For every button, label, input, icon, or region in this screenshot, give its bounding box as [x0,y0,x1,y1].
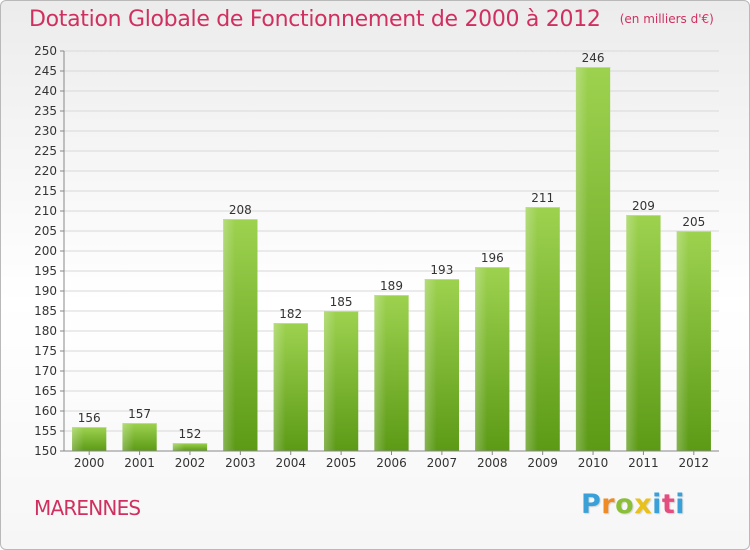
x-tick-label: 2006 [376,456,407,470]
bar-highlight [122,423,135,451]
y-tick-label: 190 [34,284,57,298]
y-tick-label: 235 [34,104,57,118]
bar-highlight [223,219,236,451]
logo-letter: r [601,489,616,520]
bar-value-label: 208 [229,203,252,217]
bar-value-label: 156 [78,411,101,425]
commune-name: MARENNES [34,496,141,520]
bar-value-label: 246 [582,51,605,65]
bar-highlight [273,323,286,451]
y-tick-label: 170 [34,364,57,378]
y-tick-label: 200 [34,244,57,258]
bar-value-label: 205 [682,215,705,229]
bar-value-label: 189 [380,279,403,293]
bar-value-label: 211 [531,191,554,205]
y-tick-label: 210 [34,204,57,218]
x-tick-label: 2005 [326,456,357,470]
x-tick-label: 2004 [275,456,306,470]
logo-letter: x [634,489,653,520]
logo-letter: t [661,489,676,520]
x-tick-label: 2008 [477,456,508,470]
y-tick-label: 245 [34,64,57,78]
y-axis-ticks: 150 155 160 165 170 175 180 185 190 195 200 205 210 2… [34,44,64,458]
x-tick-label: 2001 [124,456,155,470]
y-tick-label: 240 [34,84,57,98]
axes [63,51,719,452]
bar[interactable] [172,443,208,451]
x-tick-label: 2010 [578,456,609,470]
x-axis-ticks: 2000 2001 2002 2003 2004 2005 2006 2007 2008 2009… [74,451,709,470]
bar-highlight [172,443,185,451]
chart-title: Dotation Globale de Fonctionnement de 20… [29,7,601,32]
bar-highlight [525,207,538,451]
x-tick-label: 2003 [225,456,256,470]
bars: 156 157 152 208 182 185 189 193 196 211 246 209 205 [72,51,711,451]
bar-value-label: 152 [179,427,202,441]
logo-letter: o [615,489,635,520]
bar-value-label: 182 [279,307,302,321]
x-tick-label: 2012 [679,456,710,470]
y-tick-label: 225 [34,144,57,158]
y-tick-label: 220 [34,164,57,178]
bar-highlight [72,427,85,451]
bar-value-label: 157 [128,407,151,421]
proxiti-logo[interactable]: Proxiti [581,489,685,520]
y-tick-label: 160 [34,404,57,418]
y-tick-label: 150 [34,444,57,458]
bar-highlight [374,295,387,451]
x-tick-label: 2007 [427,456,458,470]
bar-highlight [424,279,437,451]
y-tick-label: 175 [34,344,57,358]
chart-title-block: Dotation Globale de Fonctionnement de 20… [29,7,714,32]
chart-unit: (en milliers d'€) [619,12,714,26]
y-tick-label: 215 [34,184,57,198]
y-tick-label: 230 [34,124,57,138]
bar-value-label: 209 [632,199,655,213]
y-tick-label: 180 [34,324,57,338]
bar-highlight [575,67,588,451]
y-tick-label: 250 [34,44,57,58]
y-tick-label: 205 [34,224,57,238]
x-tick-label: 2002 [175,456,206,470]
logo-letter: i [675,489,686,520]
bar-highlight [676,231,689,451]
bar-highlight [323,311,336,451]
bar-highlight [475,267,488,451]
y-tick-label: 185 [34,304,57,318]
x-tick-label: 2011 [628,456,659,470]
bar-highlight [626,215,639,451]
logo-letter: P [581,489,602,520]
x-tick-label: 2000 [74,456,105,470]
bar-value-label: 196 [481,251,504,265]
logo-letter: i [652,489,662,520]
y-tick-label: 155 [34,424,57,438]
bar-value-label: 185 [330,295,353,309]
y-tick-label: 165 [34,384,57,398]
bar-value-label: 193 [430,263,453,277]
x-tick-label: 2009 [527,456,558,470]
y-tick-label: 195 [34,264,57,278]
